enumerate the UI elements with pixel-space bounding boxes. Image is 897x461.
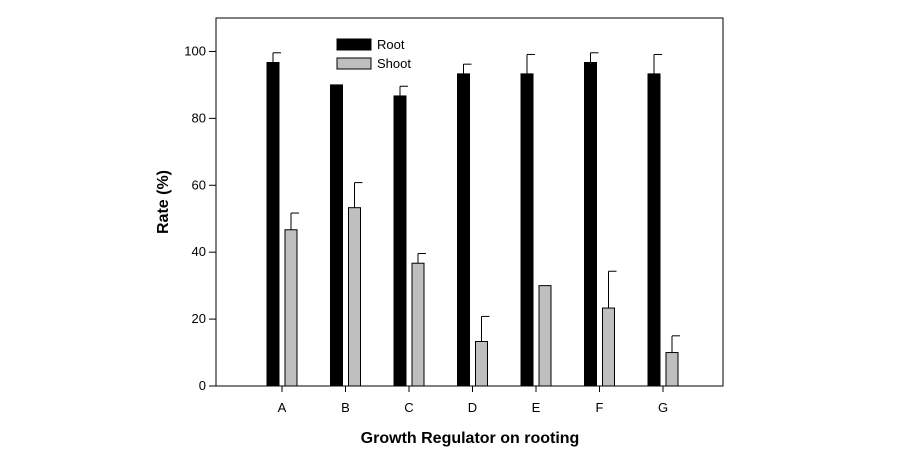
x-tick-label: F [596,400,604,415]
x-tick-label: G [658,400,668,415]
bar-shoot [475,341,488,387]
bar-shoot [538,285,552,387]
x-axis: A B C D E F G [278,386,668,415]
legend-swatch-shoot [336,57,372,70]
bar-root [330,84,343,387]
bar-shoot [284,229,298,387]
y-axis: 0 20 40 60 80 100 [184,43,216,393]
y-axis-title: Rate (%) [155,170,172,234]
bar-shoot [602,307,615,387]
legend-label-shoot: Shoot [377,56,411,71]
y-tick-label: 80 [192,110,206,125]
legend-label-root: Root [377,37,405,52]
x-tick-label: A [278,400,287,415]
y-tick-label: 40 [192,244,206,259]
bar-shoot [348,207,361,387]
x-tick-label: D [468,400,477,415]
x-axis-title: Growth Regulator on rooting [361,430,580,447]
bar-root [584,61,597,387]
y-tick-label: 100 [184,43,206,58]
y-tick-label: 60 [192,177,206,192]
bar-root [520,73,534,387]
bar-root [393,95,407,387]
error-bars [272,52,680,353]
x-tick-label: E [532,400,541,415]
y-tick-label: 20 [192,311,206,326]
bar-shoot [411,262,425,387]
y-tick-label: 0 [199,378,206,393]
bar-shoot [665,352,679,387]
bar-root [647,73,661,387]
legend: Root Shoot [336,37,411,71]
x-tick-label: B [341,400,350,415]
bar-root [457,73,470,387]
bar-root [266,61,280,387]
bars [266,61,679,387]
legend-swatch-root [336,38,372,51]
x-tick-label: C [404,400,413,415]
